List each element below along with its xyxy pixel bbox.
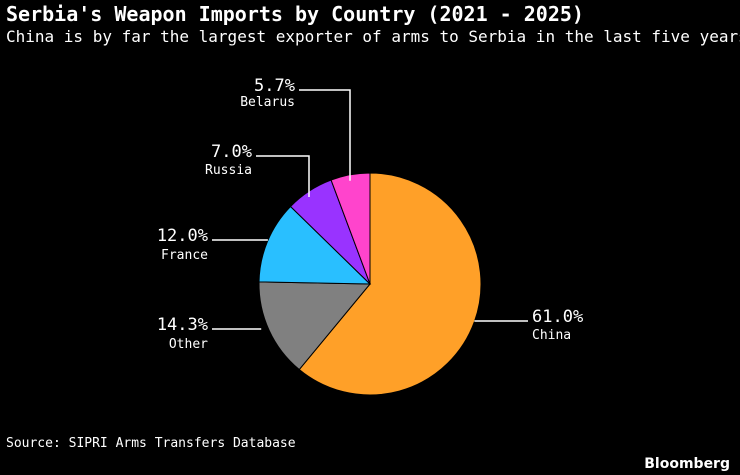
category-label-other: Other xyxy=(169,337,208,352)
data-label-france: 12.0% xyxy=(157,226,208,246)
category-label-china: China xyxy=(532,328,571,343)
chart-title: Serbia's Weapon Imports by Country (2021… xyxy=(6,2,584,26)
pie-slice-other xyxy=(258,281,372,371)
data-label-china: 61.0% xyxy=(532,307,583,327)
leader-line-russia xyxy=(256,155,310,198)
bloomberg-logo: Bloomberg xyxy=(644,456,730,472)
category-label-belarus: Belarus xyxy=(240,95,295,110)
source-note: Source: SIPRI Arms Transfers Database xyxy=(6,436,296,451)
category-label-russia: Russia xyxy=(205,163,252,178)
data-label-other: 14.3% xyxy=(157,315,208,335)
leader-line-belarus xyxy=(299,89,351,181)
category-label-france: France xyxy=(161,248,208,263)
pie-slice-france xyxy=(258,205,372,285)
data-label-russia: 7.0% xyxy=(211,142,252,162)
chart-subtitle: China is by far the largest exporter of … xyxy=(6,27,740,46)
data-label-belarus: 5.7% xyxy=(254,76,295,96)
